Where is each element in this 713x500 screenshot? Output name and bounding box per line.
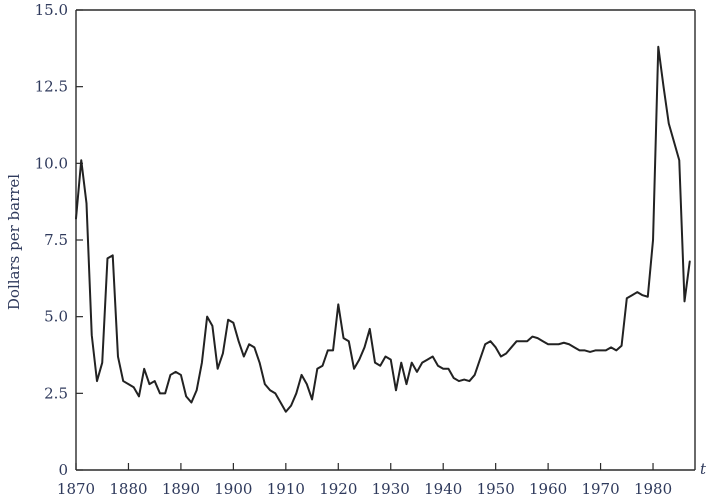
y-tick-label: 5.0 [44,308,68,326]
y-tick-label: 12.5 [35,78,68,96]
x-tick-label: 1910 [267,480,305,498]
plot-frame [75,9,696,471]
x-tick-label: 1950 [477,480,515,498]
x-tick-label: 1940 [424,480,462,498]
x-tick-label: 1880 [109,480,147,498]
x-tick-label: 1970 [581,480,619,498]
x-tick-label: 1920 [319,480,357,498]
x-tick-label: 1870 [57,480,95,498]
x-axis-variable-label: t [700,460,707,478]
y-axis: 0 2.5 5.0 7.5 10.0 12.5 15.0 [35,1,83,479]
y-tick-label: 10.0 [35,154,68,172]
y-axis-title: Dollars per barrel [5,174,23,310]
x-axis: 1870 1880 1890 1900 1910 1920 1930 1940 1950 1960… [57,463,672,498]
x-tick-label: 1930 [372,480,410,498]
series-area [75,45,691,413]
x-tick-label: 1900 [214,480,252,498]
x-tick-label: 1960 [529,480,567,498]
y-tick-label: 0 [58,461,68,479]
oil-price-series-line [75,45,691,413]
x-tick-label: 1890 [162,480,200,498]
y-tick-label: 15.0 [35,1,68,19]
x-tick-label: 1980 [634,480,672,498]
y-tick-label: 7.5 [44,231,68,249]
y-tick-label: 2.5 [44,384,68,402]
